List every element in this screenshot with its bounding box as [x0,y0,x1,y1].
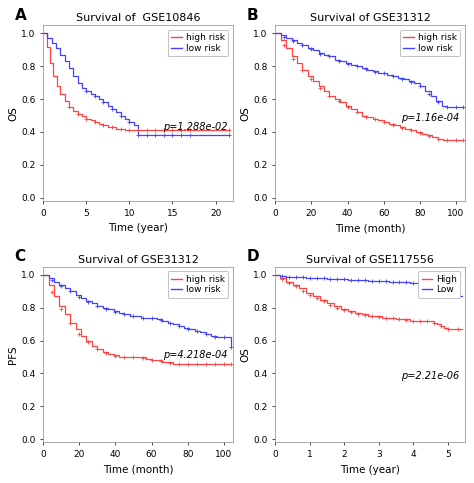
X-axis label: Time (year): Time (year) [108,223,168,233]
Text: D: D [247,249,259,264]
Title: Survival of GSE31312: Survival of GSE31312 [78,255,199,265]
Y-axis label: OS: OS [240,106,250,121]
X-axis label: Time (month): Time (month) [103,465,173,475]
X-axis label: Time (month): Time (month) [335,223,405,233]
Title: Survival of GSE117556: Survival of GSE117556 [306,255,434,265]
Title: Survival of GSE31312: Survival of GSE31312 [310,13,430,23]
X-axis label: Time (year): Time (year) [340,465,400,475]
Title: Survival of  GSE10846: Survival of GSE10846 [76,13,200,23]
Text: p=1.288e-02: p=1.288e-02 [163,122,227,132]
Legend: high risk, low risk: high risk, low risk [168,30,228,57]
Legend: High, Low: High, Low [418,271,460,298]
Text: p=4.218e-04: p=4.218e-04 [163,350,227,360]
Legend: high risk, low risk: high risk, low risk [168,271,228,298]
Y-axis label: OS: OS [240,347,250,362]
Text: p=1.16e-04: p=1.16e-04 [401,114,459,123]
Text: B: B [247,8,258,23]
Legend: high risk, low risk: high risk, low risk [400,30,460,57]
Text: p=2.21e-06: p=2.21e-06 [401,370,459,381]
Y-axis label: PFS: PFS [9,345,18,364]
Text: C: C [15,249,26,264]
Y-axis label: OS: OS [9,106,18,121]
Text: A: A [15,8,27,23]
